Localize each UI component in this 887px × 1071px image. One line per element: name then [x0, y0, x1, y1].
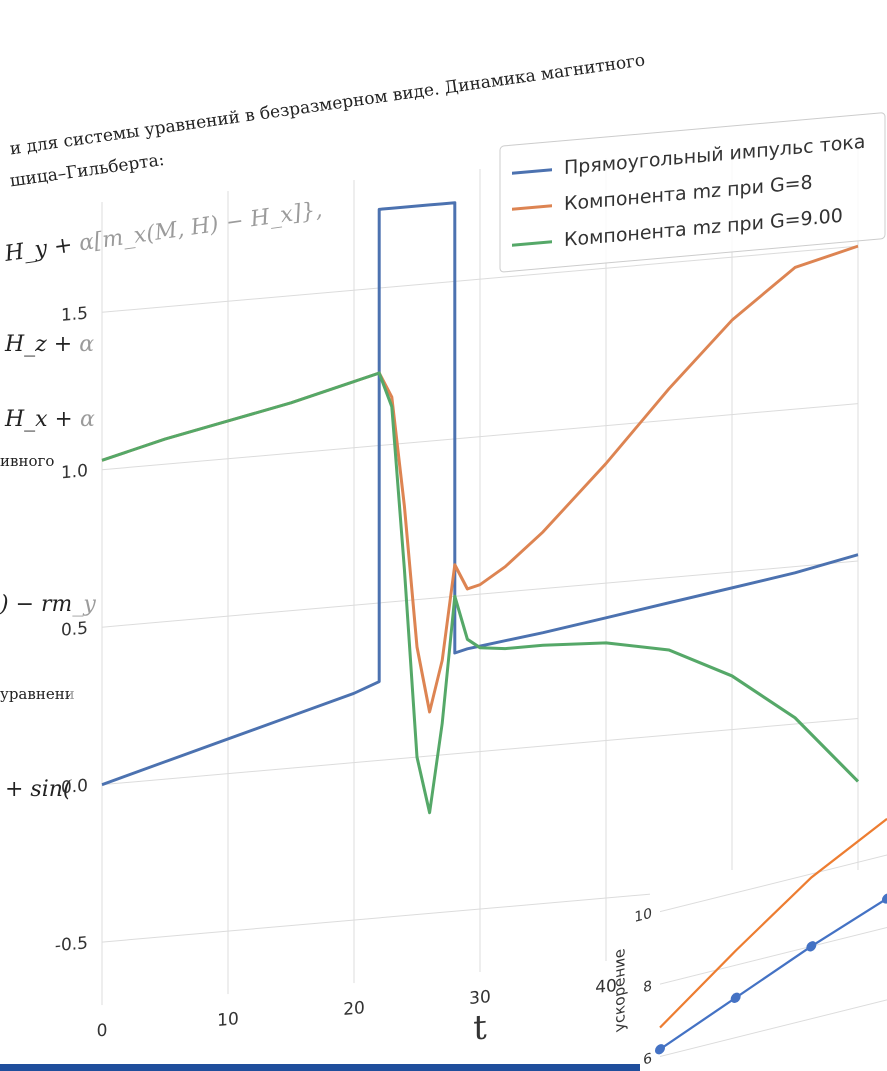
grid-line	[102, 718, 858, 786]
series-line	[101, 371, 860, 815]
y-tick-label: 1.5	[61, 304, 88, 326]
grid-line	[660, 926, 887, 985]
legend-swatch	[512, 240, 552, 247]
series-marker	[806, 941, 817, 952]
series-marker	[882, 893, 887, 904]
grid-line	[660, 854, 887, 913]
x-axis-label: t	[473, 1007, 487, 1048]
doc-line: уравнени	[0, 685, 75, 703]
y-tick-label: 8	[643, 978, 652, 996]
grid-line	[660, 999, 887, 1057]
grid-line	[102, 403, 858, 471]
main-chart: -0.50.00.51.01.50102030405060tПрямоуголь…	[55, 112, 886, 1049]
y-axis-label: ускорение	[611, 947, 629, 1034]
legend-box	[499, 112, 886, 273]
legend-swatch	[512, 168, 552, 175]
series-line	[659, 897, 887, 1051]
grid-line	[102, 245, 858, 313]
series-line	[659, 817, 887, 1029]
y-tick-label: 10	[634, 906, 652, 926]
series-line	[101, 201, 859, 787]
x-tick-label: 0	[97, 1021, 108, 1042]
inset-chart: 6 8 10 ускорение	[611, 817, 887, 1069]
x-tick-label: 30	[469, 987, 491, 1009]
window-edge	[0, 1064, 640, 1071]
series-marker	[655, 1044, 665, 1055]
x-tick-label: 20	[343, 998, 365, 1020]
y-tick-label: -0.5	[55, 933, 88, 956]
plot-background	[70, 133, 886, 1008]
doc-line: ивного	[0, 452, 54, 470]
legend-swatch	[512, 204, 552, 211]
x-tick-label: 10	[217, 1009, 239, 1031]
series-marker	[730, 992, 741, 1003]
inset-background	[650, 870, 887, 1064]
y-tick-label: 1.0	[61, 461, 88, 483]
grid-line	[102, 560, 858, 628]
y-tick-label: 0.5	[61, 618, 88, 640]
y-tick-label: 6	[643, 1051, 652, 1069]
y-tick-label: 0.0	[61, 776, 88, 798]
doc-formula: + sin(	[5, 777, 72, 802]
inset-plot: 6 8 10 ускорение	[611, 817, 887, 1069]
x-tick-label: 40	[595, 976, 617, 998]
